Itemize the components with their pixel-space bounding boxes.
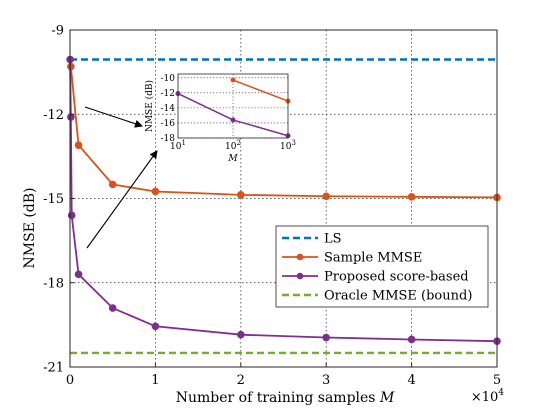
x-tick-labels: 0 1 2 3 4 5 xyxy=(66,363,501,388)
inset-point xyxy=(230,117,236,123)
point-sample-mmse xyxy=(151,187,160,196)
point-proposed-score-based xyxy=(67,211,76,220)
x-axis-multiplier: ×104 xyxy=(471,388,504,405)
y-axis-label: NMSE (dB) xyxy=(22,187,38,268)
x-tick-label: 1 xyxy=(151,373,159,388)
series-line-sample-mmse xyxy=(69,66,498,199)
point-sample-mmse xyxy=(407,193,416,201)
inset-y-axis-label: NMSE (dB) xyxy=(144,80,155,132)
inset-plot: 101 102 103 -10 -12 -14 -16 -18 M NMSE (dB) xyxy=(144,73,296,164)
inset-x-tick-label: 102 xyxy=(225,139,241,152)
x-tick-label: 4 xyxy=(407,373,415,388)
y-tick-label: -9 xyxy=(51,24,64,39)
arrow-bottom xyxy=(86,150,158,249)
inset-x-tick-label: 101 xyxy=(170,139,186,152)
point-proposed-score-based xyxy=(74,270,83,279)
legend-label-proposed-score-based: Proposed score-based xyxy=(324,270,469,285)
legend-box xyxy=(275,225,489,308)
point-proposed-score-based xyxy=(151,322,160,331)
legend-label-oracle-mmse-bound: Oracle MMSE (bound) xyxy=(324,289,472,304)
arrow-top xyxy=(84,106,143,128)
inset-plot-frame xyxy=(177,73,289,139)
y-tick-label: -21 xyxy=(43,361,64,376)
point-sample-mmse xyxy=(108,180,117,189)
inset-y-tick-labels: -10 -12 -14 -16 -18 xyxy=(161,74,176,144)
inset-y-tick-label: -18 xyxy=(161,134,176,144)
x-tick-label: 5 xyxy=(493,373,501,388)
y-tick-label: -18 xyxy=(43,276,64,291)
legend: LS Sample MMSE Proposed score-based Oracle … xyxy=(275,225,489,308)
point-proposed-score-based xyxy=(108,304,117,312)
main-plot: 0 1 2 3 4 5 -9 -12 -15 -18 -21 Number of training… xyxy=(22,24,504,407)
point-proposed-score-based xyxy=(322,333,331,342)
point-sample-mmse xyxy=(74,141,83,149)
inset-x-tick-label: 103 xyxy=(280,139,296,152)
legend-label-ls: LS xyxy=(324,232,342,247)
main-series xyxy=(66,55,501,355)
inset-y-tick-label: -10 xyxy=(161,74,176,84)
inset-x-tick-labels: 101 102 103 xyxy=(170,139,296,152)
point-sample-mmse xyxy=(322,192,331,201)
inset-point xyxy=(230,77,236,83)
y-tick-label: -15 xyxy=(43,192,64,207)
inset-y-tick-label: -12 xyxy=(161,89,176,99)
inset-y-tick-label: -14 xyxy=(161,104,176,114)
inset-y-tick-label: -16 xyxy=(161,119,176,129)
point-sample-mmse xyxy=(237,191,245,199)
inset-x-axis-label: M xyxy=(227,154,238,164)
x-axis-label: Number of training samples M xyxy=(176,390,395,406)
y-tick-label: -12 xyxy=(43,108,64,123)
y-tick-labels: -9 -12 -15 -18 -21 xyxy=(43,24,74,376)
x-tick-label: 0 xyxy=(66,373,74,388)
inset-series-line-0 xyxy=(232,79,289,102)
legend-marker-sample-mmse xyxy=(296,253,304,261)
series-line-proposed-score-based xyxy=(69,59,498,343)
legend-marker-proposed-score-based xyxy=(296,272,304,280)
legend-label-sample-mmse: Sample MMSE xyxy=(324,251,422,266)
inset-arrows xyxy=(84,106,158,249)
inset-series xyxy=(175,77,291,139)
x-tick-label: 2 xyxy=(237,373,245,388)
x-tick-label: 3 xyxy=(322,373,330,388)
point-proposed-score-based xyxy=(407,335,416,344)
point-proposed-score-based xyxy=(237,330,245,339)
